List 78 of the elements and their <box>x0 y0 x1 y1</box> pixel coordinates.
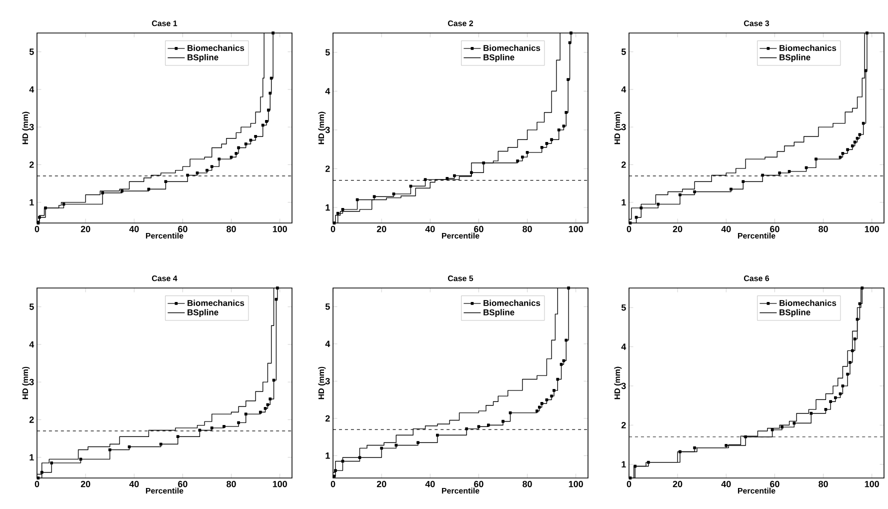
x-tick-label: 80 <box>818 480 828 488</box>
y-tick-label: 5 <box>29 304 34 310</box>
y-tick-label: 2 <box>29 416 34 423</box>
y-tick-label: 3 <box>325 378 330 384</box>
x-tick-label: 100 <box>864 480 879 488</box>
y-tick-label: 5 <box>29 48 34 55</box>
legend-label: Biomechanics <box>780 300 836 306</box>
x-tick-label: 0 <box>626 226 632 232</box>
legend-label: Biomechanics <box>484 44 540 51</box>
y-tick-label: 2 <box>325 166 330 172</box>
y-tick-label: 4 <box>621 86 626 93</box>
y-tick-label: 5 <box>325 304 330 310</box>
legend-label: BSpline <box>188 54 218 62</box>
y-tick-label: 4 <box>325 340 330 347</box>
x-tick-label: 80 <box>226 226 236 232</box>
y-tick-label: 5 <box>621 48 626 55</box>
x-tick-label: 60 <box>770 480 780 488</box>
x-tick-label: 40 <box>129 226 139 232</box>
y-tick-label: 1 <box>622 461 626 468</box>
x-tick-label: 100 <box>864 226 879 232</box>
x-tick-label: 40 <box>425 480 435 488</box>
x-tick-label: 0 <box>330 480 336 488</box>
x-tick-label: 60 <box>770 226 780 232</box>
x-tick-label: 20 <box>376 226 386 232</box>
x-tick-label: 40 <box>721 226 731 232</box>
x-tick-label: 100 <box>272 480 287 488</box>
y-tick-label: 2 <box>325 415 330 422</box>
y-tick-label: 4 <box>325 88 330 94</box>
y-tick-label: 4 <box>29 341 34 348</box>
x-tick-label: 40 <box>129 480 139 488</box>
x-tick-label: 80 <box>226 480 236 488</box>
x-tick-label: 20 <box>376 480 386 488</box>
y-tick-label: 1 <box>30 454 34 460</box>
y-tick-label: 2 <box>621 422 626 428</box>
y-tick-label: 1 <box>30 199 34 206</box>
x-tick-label: 80 <box>522 226 532 232</box>
x-tick-label: 40 <box>425 226 435 232</box>
y-tick-label: 2 <box>29 162 34 168</box>
x-tick-label: 60 <box>474 226 484 232</box>
x-tick-label: 60 <box>178 226 188 232</box>
legend-label: BSpline <box>780 309 810 317</box>
y-tick-label: 4 <box>29 86 34 93</box>
x-tick-label: 20 <box>80 480 90 488</box>
x-tick-label: 0 <box>34 480 40 488</box>
x-tick-label: 20 <box>672 480 682 488</box>
x-tick-label: 80 <box>818 226 828 232</box>
x-tick-label: 0 <box>34 226 40 232</box>
y-tick-label: 3 <box>621 382 626 390</box>
y-tick-label: 3 <box>325 126 330 134</box>
x-tick-label: 60 <box>178 480 188 488</box>
legend-label: Biomechanics <box>780 44 836 51</box>
y-tick-label: 5 <box>325 49 330 56</box>
y-tick-label: 1 <box>326 452 330 459</box>
legend-label: BSpline <box>188 309 218 317</box>
legend-label: BSpline <box>484 54 514 62</box>
legend-label: BSpline <box>780 54 810 62</box>
x-tick-label: 0 <box>330 226 336 232</box>
x-tick-label: 20 <box>80 226 90 232</box>
x-tick-label: 80 <box>522 480 532 488</box>
y-tick-label: 3 <box>621 124 626 130</box>
legend-label: Biomechanics <box>484 300 540 306</box>
y-tick-label: 1 <box>326 204 330 211</box>
x-tick-label: 0 <box>626 480 632 488</box>
x-tick-label: 60 <box>474 480 484 488</box>
y-tick-label: 1 <box>622 199 626 206</box>
x-tick-label: 20 <box>672 226 682 232</box>
y-tick-label: 2 <box>621 162 626 168</box>
legend-label: BSpline <box>484 309 514 317</box>
x-tick-label: 40 <box>721 480 731 488</box>
x-tick-label: 100 <box>568 480 583 488</box>
y-tick-label: 4 <box>621 344 626 350</box>
y-tick-label: 5 <box>621 304 626 311</box>
legend-label: Biomechanics <box>188 300 244 306</box>
y-tick-label: 3 <box>29 378 34 386</box>
x-tick-label: 100 <box>272 226 287 232</box>
y-tick-label: 3 <box>29 124 34 130</box>
legend-label: Biomechanics <box>188 44 244 51</box>
x-tick-label: 100 <box>568 226 583 232</box>
